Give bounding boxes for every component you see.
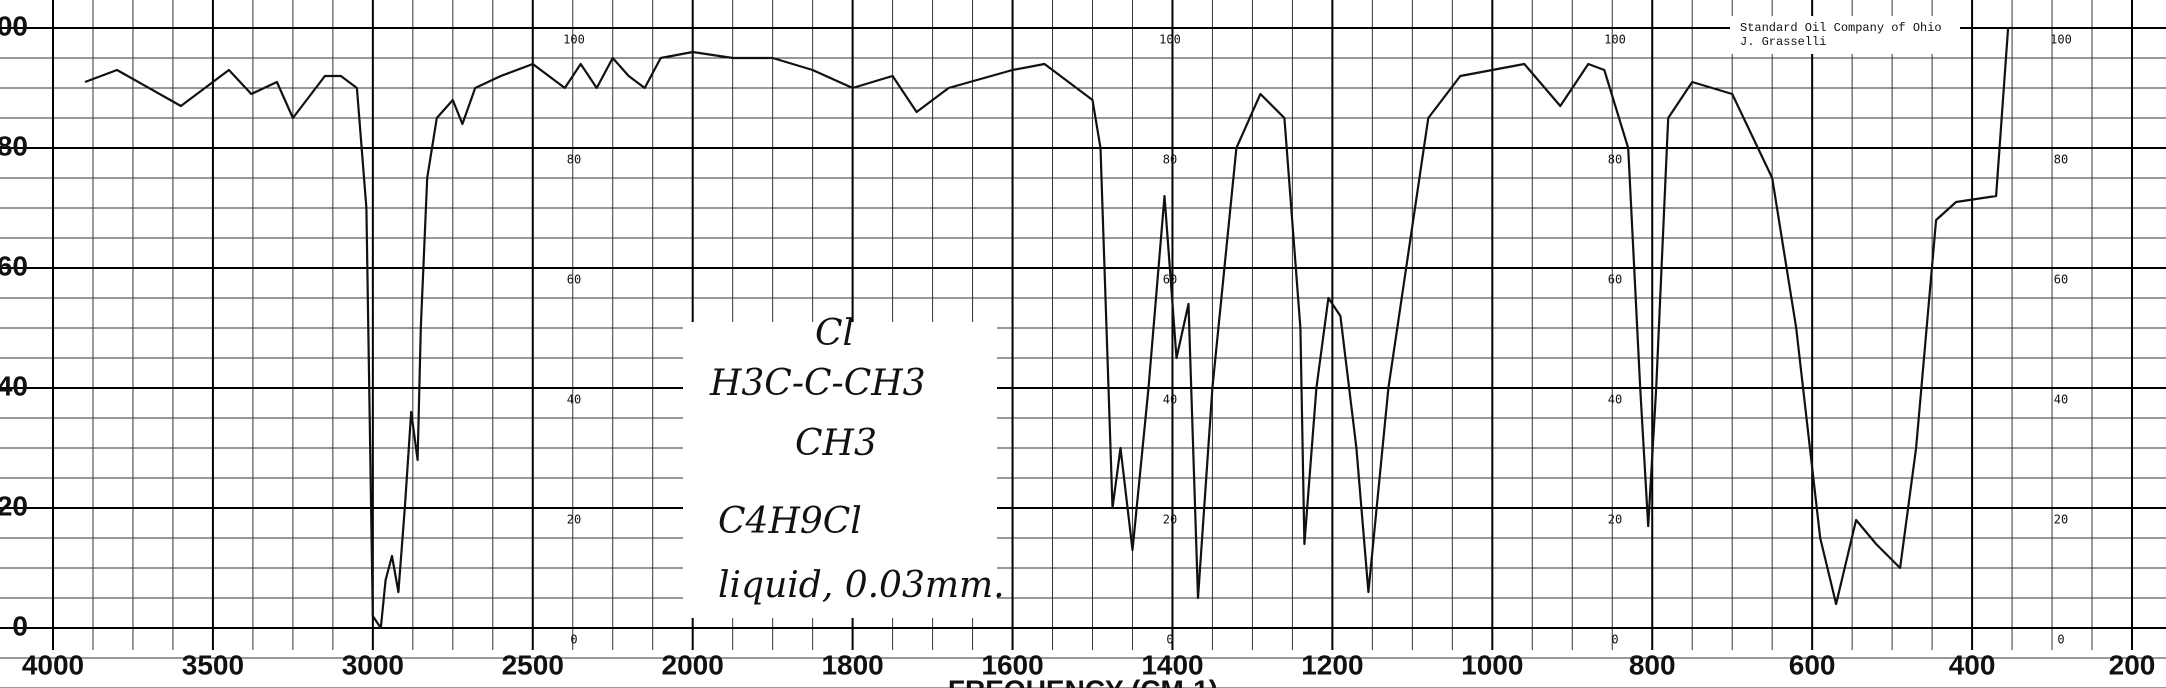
x-tick-label: 800: [1629, 649, 1676, 680]
inner-scale-label: 100: [563, 33, 585, 47]
x-tick-label: 600: [1789, 649, 1836, 680]
x-tick-label: 1800: [821, 649, 883, 680]
formula-ch3: CH3: [795, 423, 877, 464]
sample-note: liquid, 0.03mm.: [718, 565, 1005, 606]
inner-scale-label: 100: [2050, 33, 2072, 47]
inner-scale-label: 20: [1608, 513, 1622, 527]
x-tick-label: 1600: [981, 649, 1043, 680]
inner-scale-label: 20: [2054, 513, 2068, 527]
y-tick-label: 80: [0, 130, 28, 161]
inner-scale-label: 20: [567, 513, 581, 527]
inner-scale-label: 80: [2054, 153, 2068, 167]
x-tick-label: 1000: [1461, 649, 1523, 680]
inner-scale-label: 40: [567, 393, 581, 407]
inner-scale-label: 0: [1166, 633, 1173, 647]
inner-scale-label: 60: [1608, 273, 1622, 287]
x-tick-label: 2000: [662, 649, 724, 680]
annotation-panel: [683, 322, 997, 618]
inner-scale-label: 100: [1604, 33, 1626, 47]
inner-scale-label: 40: [1608, 393, 1622, 407]
inner-scale-label: 60: [2054, 273, 2068, 287]
x-tick-label: 1400: [1141, 649, 1203, 680]
formula-cl: Cl: [815, 313, 854, 354]
y-tick-label: 60: [0, 250, 28, 281]
inner-scale-label: 0: [2057, 633, 2064, 647]
inner-scale-label: 80: [1163, 153, 1177, 167]
y-tick-label: 40: [0, 370, 28, 401]
inner-scale-label: 60: [567, 273, 581, 287]
x-tick-label: 400: [1949, 649, 1996, 680]
y-tick-label: 0: [12, 610, 28, 641]
inner-scale-label: 0: [1611, 633, 1618, 647]
y-tick-label: 100: [0, 10, 28, 41]
formula-main: H3C-C-CH3: [709, 363, 926, 404]
x-tick-label: 4000: [22, 649, 84, 680]
annotation-box: Cl H3C-C-CH3 CH3 C4H9Cl liquid, 0.03mm.: [683, 313, 1005, 618]
inner-scale-label: 80: [1608, 153, 1622, 167]
inner-scale-label: 40: [2054, 393, 2068, 407]
credit-company: Standard Oil Company of Ohio: [1740, 21, 1942, 35]
x-tick-label: 3000: [342, 649, 404, 680]
molecular-formula: C4H9Cl: [718, 501, 862, 542]
credit-author: J. Grasselli: [1740, 35, 1826, 49]
inner-scale-label: 100: [1159, 33, 1181, 47]
x-axis-label: FREQUENCY (CM-1): [948, 674, 1218, 688]
x-tick-label: 200: [2109, 649, 2156, 680]
inner-scale-label: 0: [570, 633, 577, 647]
spectrum-line: [84, 27, 2010, 630]
credit-panel: [1730, 16, 1960, 54]
inner-scale-label: 20: [1163, 513, 1177, 527]
x-tick-label: 1200: [1301, 649, 1363, 680]
y-tick-label: 20: [0, 490, 28, 521]
x-tick-label: 2500: [502, 649, 564, 680]
inner-scale-label: 40: [1163, 393, 1177, 407]
x-tick-label: 3500: [182, 649, 244, 680]
inner-scale-label: 80: [567, 153, 581, 167]
